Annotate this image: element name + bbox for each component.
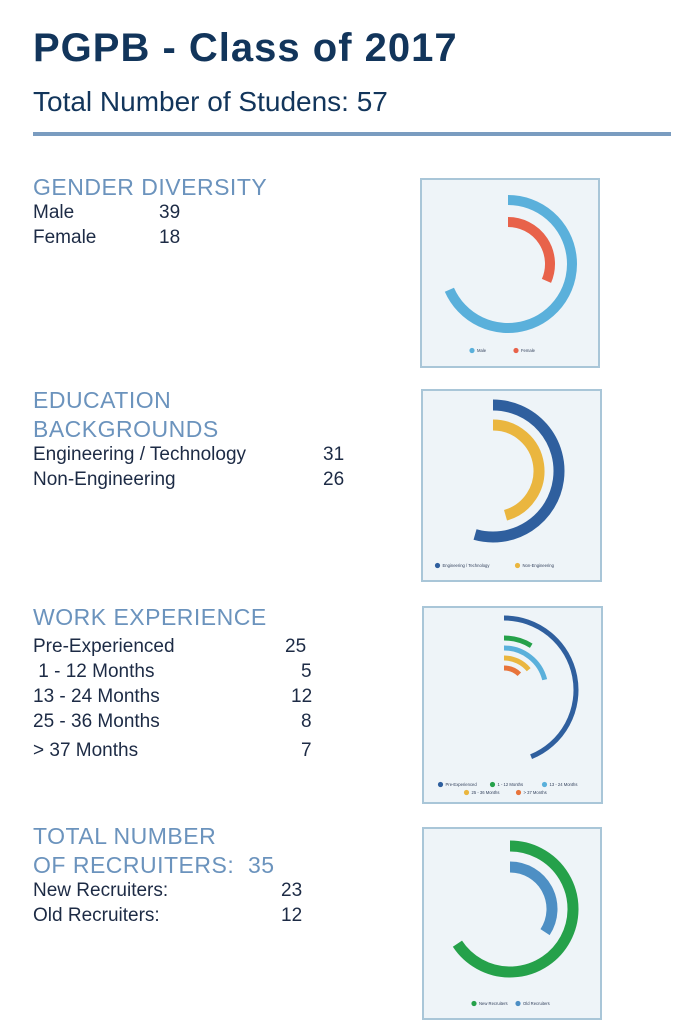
work-experience-chart-card: Pre-Experienced 1 - 12 Months 13 - 24 Mont… — [422, 606, 603, 804]
gender-radial-chart: Male Female — [444, 195, 577, 354]
education-chart-card: Engineering / Technology Non-Engineering — [421, 389, 602, 582]
stat-value: 12 — [281, 905, 303, 926]
section-recruiters: TOTAL NUMBER OF RECRUITERS: 35 New Recru… — [33, 822, 373, 930]
legend-marker-1-12-months — [489, 781, 496, 788]
legend-label-female: Female — [521, 348, 536, 353]
stat-value: 18 — [159, 227, 181, 248]
stat-label: 25 - 36 Months — [33, 711, 160, 732]
arc-old-recruiters — [509, 861, 558, 936]
legend-marker-37-months — [515, 789, 522, 796]
legend-label-non-engineering: Non-Engineering — [523, 563, 555, 568]
stat-label: Engineering / Technology — [33, 444, 247, 465]
stat-label: > 37 Months — [33, 740, 139, 761]
stat-value: 7 — [301, 740, 312, 761]
stat-value: 5 — [301, 661, 312, 682]
section-heading-line-1: EDUCATION — [33, 387, 172, 413]
stat-value: 8 — [301, 711, 312, 732]
stat-row-37-months: > 37 Months 7 — [33, 740, 373, 765]
legend-marker-female — [513, 347, 519, 354]
stat-label: Pre-Experienced — [33, 636, 175, 657]
page-subtitle: Total Number of Studens: 57 — [33, 86, 388, 117]
section-heading-line-1: TOTAL NUMBER — [33, 823, 217, 849]
section-heading-line-2: BACKGROUNDS — [33, 416, 219, 442]
legend-label-25-36-months: 25 - 36 Months — [472, 790, 500, 795]
stat-row-13-24-months: 13 - 24 Months 12 — [33, 686, 373, 711]
arc-engineering-technology — [473, 399, 565, 543]
legend-marker-new-recruiters — [471, 1000, 477, 1007]
legend-marker-13-24-months — [541, 781, 548, 788]
stat-row-female: Female 18 — [33, 227, 373, 252]
stat-value: 23 — [281, 880, 303, 901]
arc-13-24-months — [503, 645, 548, 681]
section-heading-line-2: OF RECRUITERS: 35 — [33, 852, 275, 878]
stat-label: Male — [33, 202, 75, 223]
arc-new-recruiters — [452, 840, 579, 978]
page-title: PGPB - Class of 2017 — [33, 26, 458, 70]
legend-marker-non-engineering — [514, 562, 521, 569]
stat-label: 1 - 12 Months — [33, 661, 155, 682]
header-divider — [33, 132, 671, 136]
legend-label-37-months: > 37 Months — [524, 790, 547, 795]
stat-row-new-recruiters: New Recruiters: 23 — [33, 880, 373, 905]
legend-label-engineering-technology: Engineering / Technology — [443, 563, 491, 568]
arc-non-engineering — [492, 419, 545, 521]
section-heading: GENDER DIVERSITY — [33, 174, 268, 200]
section-gender: GENDER DIVERSITY Male 39 Female 18 — [33, 173, 373, 252]
stat-value: 31 — [323, 444, 345, 465]
stat-row-non-engineering: Non-Engineering 26 — [33, 469, 373, 494]
arc-male — [444, 195, 577, 333]
stat-row-old-recruiters: Old Recruiters: 12 — [33, 905, 373, 930]
recruiters-chart-card: New Recruiters Old Recruiters — [422, 827, 602, 1020]
recruiters-radial-chart: New Recruiters Old Recruiters — [452, 840, 579, 1007]
gender-chart-card: Male Female — [420, 178, 600, 368]
legend-marker-old-recruiters — [515, 1000, 521, 1007]
legend-marker-25-36-months — [463, 789, 470, 796]
work-experience-radial-chart: Pre-Experienced 1 - 12 Months 13 - 24 Mont… — [437, 615, 579, 796]
arc-1-12-months — [503, 635, 533, 648]
stat-label: Old Recruiters: — [33, 905, 160, 926]
arc-pre-experienced — [503, 615, 579, 760]
arc-female — [507, 217, 555, 283]
legend-label-13-24-months: 13 - 24 Months — [550, 782, 578, 787]
legend-label-male: Male — [477, 348, 487, 353]
stat-label: Non-Engineering — [33, 469, 176, 490]
stat-label: 13 - 24 Months — [33, 686, 160, 707]
legend-marker-pre-experienced — [437, 781, 444, 788]
legend-label-1-12-months: 1 - 12 Months — [498, 782, 524, 787]
arc-25-36-months — [503, 655, 531, 672]
legend-marker-engineering-technology — [434, 562, 441, 569]
stat-row-1-12-months: 1 - 12 Months 5 — [33, 661, 373, 686]
education-radial-chart: Engineering / Technology Non-Engineering — [434, 399, 565, 569]
section-heading: WORK EXPERIENCE — [33, 604, 267, 630]
stat-row-pre-experienced: Pre-Experienced 25 — [33, 636, 373, 661]
stat-value: 12 — [291, 686, 313, 707]
stat-value: 39 — [159, 202, 181, 223]
stat-row-25-36-months: 25 - 36 Months 8 — [33, 711, 373, 736]
legend-label-pre-experienced: Pre-Experienced — [446, 782, 478, 787]
legend-label-new-recruiters: New Recruiters — [479, 1001, 508, 1006]
section-work-experience: WORK EXPERIENCE Pre-Experienced 25 1 - 1… — [33, 603, 373, 765]
section-education: EDUCATION BACKGROUNDS Engineering / Tech… — [33, 386, 373, 494]
legend-marker-male — [469, 347, 475, 354]
stat-value: 25 — [285, 636, 307, 657]
stat-value: 26 — [323, 469, 345, 490]
stat-label: New Recruiters: — [33, 880, 169, 901]
stat-label: Female — [33, 227, 97, 248]
legend-label-old-recruiters: Old Recruiters — [523, 1001, 550, 1006]
stat-row-engineering: Engineering / Technology 31 — [33, 444, 373, 469]
arc-37-months — [503, 665, 522, 677]
stat-row-male: Male 39 — [33, 202, 373, 227]
